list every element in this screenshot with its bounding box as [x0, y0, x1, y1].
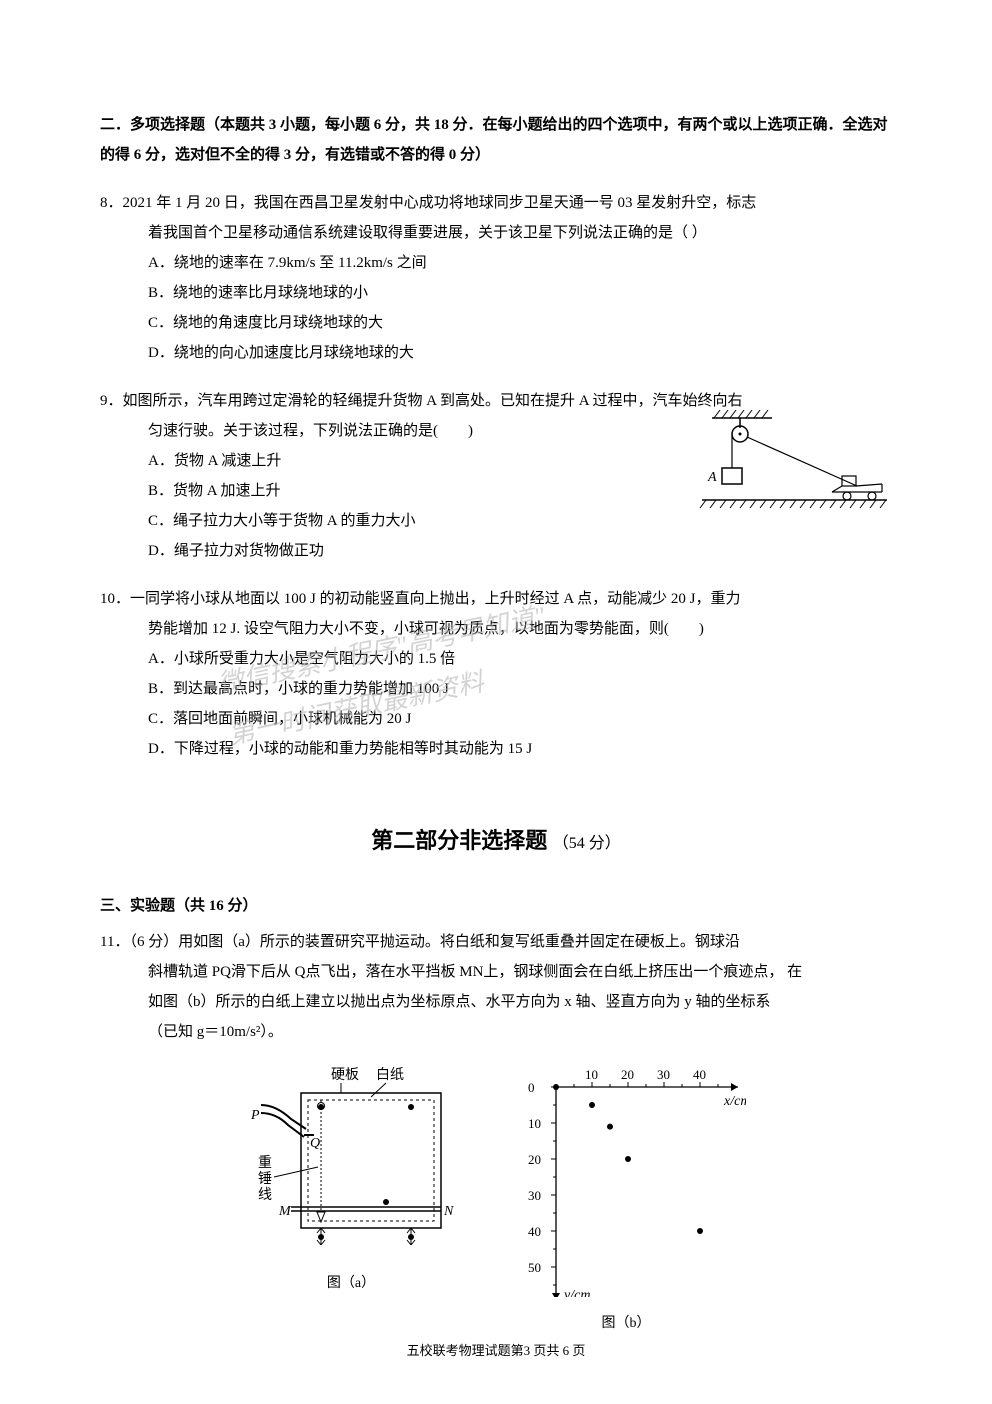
q11-figures: 硬板 白纸 P Q 重 锤 线: [100, 1067, 892, 1338]
q10-optA: A．小球所受重力大小是空气阻力大小的 1.5 倍: [148, 644, 892, 674]
svg-text:20: 20: [528, 1152, 541, 1167]
section2-header: 二．多项选择题（本题共 3 小题，每小题 6 分，共 18 分．在每小题给出的四…: [100, 110, 892, 170]
svg-text:30: 30: [657, 1067, 670, 1082]
q9-stem-l1: 如图所示，汽车用跨过定滑轮的轻绳提升货物 A 到高处。已知在提升 A 过程中，汽…: [123, 393, 743, 409]
q9-figure: A: [672, 406, 892, 527]
q8-options: A．绕地的速率在 7.9km/s 至 11.2km/s 之间 B．绕地的速率比月…: [100, 248, 892, 368]
q8-stem-l2: 着我国首个卫星移动通信系统建设取得重要进展，关于该卫星下列说法正确的是（ ）: [100, 218, 892, 248]
svg-text:40: 40: [528, 1224, 541, 1239]
label-Q: Q: [310, 1136, 320, 1151]
q11-figure-a: 硬板 白纸 P Q 重 锤 线: [246, 1067, 456, 1298]
svg-text:10: 10: [585, 1067, 598, 1082]
label-P: P: [250, 1108, 260, 1123]
svg-text:0: 0: [528, 1080, 535, 1095]
q11-figure-b: 10 20 30 40 0 10 20 30 40 50 x/cm y/cm 图（b）: [506, 1067, 746, 1338]
svg-text:20: 20: [621, 1067, 634, 1082]
figA-caption: 图（a）: [246, 1270, 456, 1298]
question-10: 10．一同学将小球从地面以 100 J 的初动能竖直向上抛出，上升时经过 A 点…: [100, 584, 892, 764]
label-N: N: [443, 1204, 454, 1219]
section3-header: 三、实验题（共 16 分）: [100, 891, 892, 921]
label-M: M: [278, 1204, 292, 1219]
svg-text:50: 50: [528, 1260, 541, 1275]
part2-title-text: 第二部分非选择题: [371, 828, 547, 853]
q11-stem-l1: （6 分）用如图（a）所示的装置研究平抛运动。将白纸和复写纸重叠并固定在硬板上。…: [129, 934, 739, 950]
svg-text:40: 40: [693, 1067, 706, 1082]
q10-stem-l1: 一同学将小球从地面以 100 J 的初动能竖直向上抛出，上升时经过 A 点，动能…: [130, 591, 740, 607]
q8-optA: A．绕地的速率在 7.9km/s 至 11.2km/s 之间: [148, 248, 892, 278]
q10-num: 10．: [100, 591, 130, 607]
figB-caption: 图（b）: [506, 1310, 746, 1338]
label-hard-board: 硬板: [331, 1067, 359, 1083]
pulley-truck-diagram: A: [672, 406, 892, 516]
apparatus-diagram: 硬板 白纸 P Q 重 锤 线: [246, 1067, 456, 1257]
svg-text:10: 10: [528, 1116, 541, 1131]
q11-stem-l2: 斜槽轨道 PQ滑下后从 Q点飞出，落在水平挡板 MN上，钢球侧面会在白纸上挤压出…: [100, 957, 892, 987]
q9-label-A: A: [707, 470, 717, 485]
svg-text:y/cm: y/cm: [562, 1288, 590, 1297]
part2-sub: （54 分）: [553, 835, 621, 852]
q9-num: 9．: [100, 393, 123, 409]
q8-optC: C．绕地的角速度比月球绕地球的大: [148, 308, 892, 338]
scatter-chart: 10 20 30 40 0 10 20 30 40 50 x/cm y/cm: [506, 1067, 746, 1297]
label-hammer-2: 锤: [258, 1171, 272, 1187]
svg-text:30: 30: [528, 1188, 541, 1203]
question-11: 11．（6 分）用如图（a）所示的装置研究平抛运动。将白纸和复写纸重叠并固定在硬…: [100, 927, 892, 1338]
q11-stem-l3: 如图（b）所示的白纸上建立以抛出点为坐标原点、水平方向为 x 轴、竖直方向为 y…: [100, 987, 892, 1017]
q10-options: A．小球所受重力大小是空气阻力大小的 1.5 倍 B．到达最高点时，小球的重力势…: [100, 644, 892, 764]
label-hammer-3: 线: [258, 1187, 272, 1203]
q10-optD: D．下降过程，小球的动能和重力势能相等时其动能为 15 J: [148, 734, 892, 764]
q8-stem-l1: 2021 年 1 月 20 日，我国在西昌卫星发射中心成功将地球同步卫星天通一号…: [123, 195, 757, 211]
question-8: 8．2021 年 1 月 20 日，我国在西昌卫星发射中心成功将地球同步卫星天通…: [100, 188, 892, 368]
svg-text:x/cm: x/cm: [723, 1094, 746, 1109]
label-white-paper: 白纸: [376, 1067, 404, 1083]
label-hammer-1: 重: [258, 1155, 272, 1171]
q8-optD: D．绕地的向心加速度比月球绕地球的大: [148, 338, 892, 368]
question-9: 9．如图所示，汽车用跨过定滑轮的轻绳提升货物 A 到高处。已知在提升 A 过程中…: [100, 386, 892, 566]
q9-optD: D．绳子拉力对货物做正功: [148, 536, 892, 566]
q10-optC: C．落回地面前瞬间，小球机械能为 20 J: [148, 704, 892, 734]
q11-stem-l4: （已知 g＝10m/s²）。: [100, 1017, 892, 1047]
q10-optB: B．到达最高点时，小球的重力势能增加 100 J: [148, 674, 892, 704]
page-footer: 五校联考物理试题第3 页共 6 页: [100, 1338, 892, 1364]
q10-stem-l2: 势能增加 12 J. 设空气阻力大小不变，小球可视为质点，以地面为零势能面，则(…: [100, 614, 892, 644]
part2-title: 第二部分非选择题 （54 分）: [100, 819, 892, 863]
q11-num: 11．: [100, 934, 129, 950]
q8-optB: B．绕地的速率比月球绕地球的小: [148, 278, 892, 308]
q8-num: 8．: [100, 195, 123, 211]
